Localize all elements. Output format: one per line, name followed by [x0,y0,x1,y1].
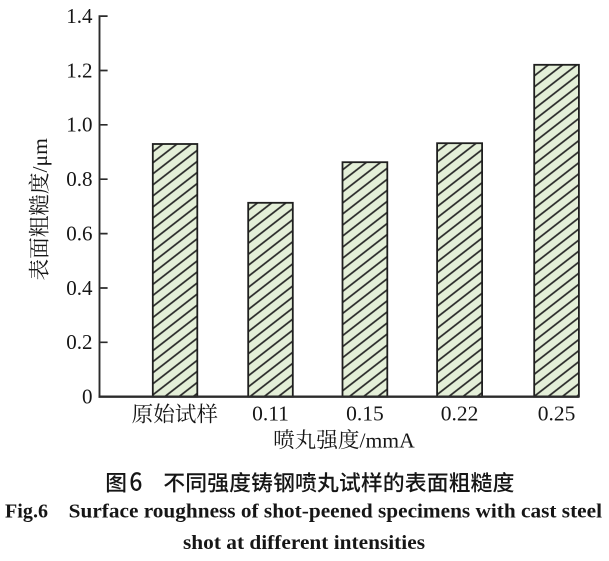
svg-text:1.0: 1.0 [66,113,92,137]
svg-text:0.25: 0.25 [538,401,576,425]
svg-text:/mmA: /mmA [360,428,416,452]
svg-text:0.6: 0.6 [66,222,92,246]
svg-text:0.11: 0.11 [252,401,289,425]
svg-text:0.8: 0.8 [66,167,92,191]
svg-text:0.22: 0.22 [441,401,479,425]
svg-text:0.4: 0.4 [66,276,93,300]
svg-text:0: 0 [82,385,93,409]
svg-text:/μm: /μm [28,138,52,173]
svg-text:Surface roughness of shot-peen: Surface roughness of shot-peened specime… [69,501,603,523]
svg-text:0.15: 0.15 [346,401,384,425]
svg-text:Fig.6: Fig.6 [5,501,48,523]
svg-text:shot at different intensities: shot at different intensities [183,532,425,554]
svg-text:0.2: 0.2 [66,330,92,354]
svg-text:1.4: 1.4 [66,4,93,28]
svg-text:1.2: 1.2 [66,58,92,82]
